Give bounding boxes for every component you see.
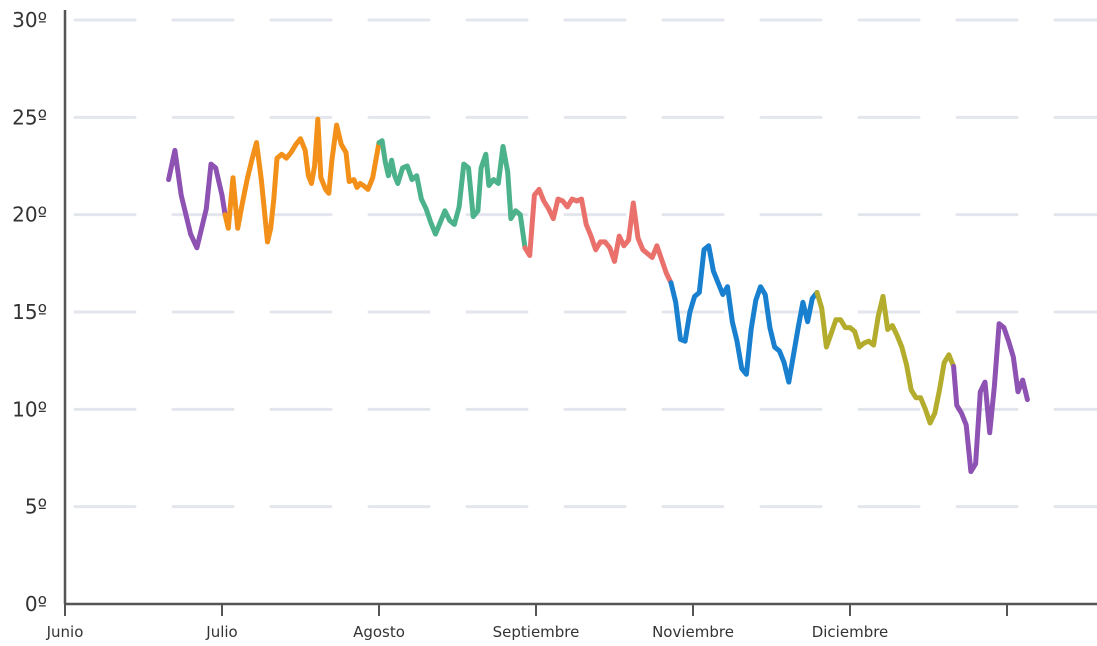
y-tick-label: 25º [12,105,47,129]
x-tick-label: Julio [205,623,237,641]
y-tick-label: 15º [12,300,47,324]
grid-lines [73,18,1097,509]
series-line-5 [668,243,820,385]
x-tick-label: Agosto [353,623,405,641]
y-axis-ticks: 0º 5º 10º 15º 20º 25º 30º [12,8,47,616]
series-line-3 [376,138,528,251]
x-tick-label: Noviembre [652,623,734,641]
y-tick-label: 5º [25,495,47,519]
x-tick-label: Junio [46,623,84,641]
series-line-6 [814,290,957,426]
y-tick-label: 30º [12,8,47,32]
y-tick-label: 0º [25,592,47,616]
series-line-1 [166,147,228,251]
x-axis-ticks: Junio Julio Agosto Septiembre Noviembre Dicie… [46,604,1008,641]
x-tick-label: Septiembre [493,623,580,641]
series-line-7 [951,321,1030,475]
series-line-2 [222,116,382,245]
y-tick-label: 20º [12,203,47,227]
y-tick-label: 10º [12,397,47,421]
axes [63,10,1097,606]
series-layer [166,116,1030,475]
x-tick-label: Diciembre [812,623,889,641]
series-line-4 [522,186,674,286]
